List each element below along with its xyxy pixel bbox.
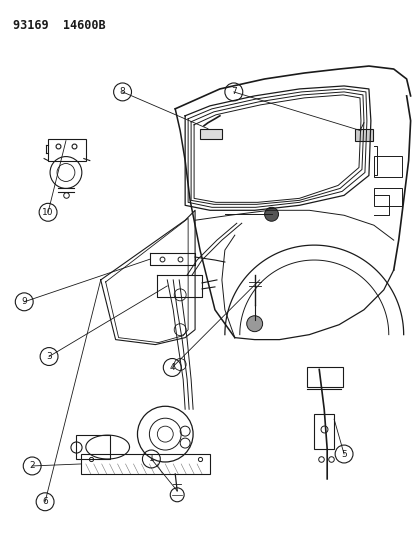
Text: 1: 1 xyxy=(148,455,154,464)
Text: 3: 3 xyxy=(46,352,52,361)
FancyBboxPatch shape xyxy=(199,129,221,139)
Text: 4: 4 xyxy=(169,363,175,372)
Text: 5: 5 xyxy=(340,449,346,458)
Text: 8: 8 xyxy=(119,87,125,96)
Circle shape xyxy=(264,207,278,221)
FancyBboxPatch shape xyxy=(354,129,372,141)
Text: 2: 2 xyxy=(29,462,35,471)
Circle shape xyxy=(246,316,262,332)
Text: 10: 10 xyxy=(42,208,54,217)
Text: 9: 9 xyxy=(21,297,27,306)
Text: 7: 7 xyxy=(230,87,236,96)
Text: 6: 6 xyxy=(42,497,48,506)
Text: 93169  14600B: 93169 14600B xyxy=(13,19,106,33)
